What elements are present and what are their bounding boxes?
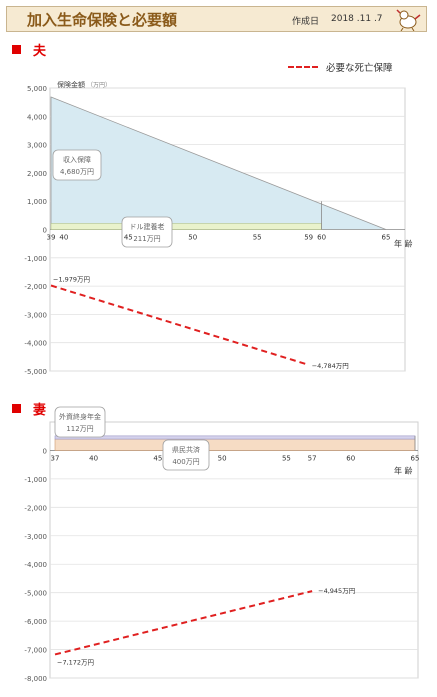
- husband-section-label: 夫: [12, 40, 46, 59]
- y-tick-label: 1,000: [27, 198, 47, 206]
- need-line: [54, 590, 313, 656]
- x-tick-label: 60: [346, 454, 355, 462]
- need-end-label: −4,784万円: [312, 362, 349, 370]
- income-protection-callout-text: 収入保障: [63, 155, 91, 164]
- x-tick-label: 50: [188, 234, 197, 242]
- y-tick-label: -2,000: [24, 504, 47, 512]
- y-axis-title: 保険金額: [57, 80, 85, 89]
- y-axis-unit: （万円）: [87, 82, 111, 89]
- wife-section-label: 妻: [12, 399, 46, 418]
- x-tick-label: 40: [59, 234, 68, 242]
- y-tick-label: -4,000: [24, 561, 47, 569]
- y-tick-label: -6,000: [24, 618, 47, 626]
- x-tick-label: 55: [282, 454, 291, 462]
- x-tick-label: 59: [304, 234, 313, 242]
- x-tick-label: 60: [317, 234, 326, 242]
- x-tick-label: 55: [253, 234, 262, 242]
- date-value: 2018 .11 .7: [331, 14, 383, 24]
- y-tick-label: 2,000: [27, 170, 47, 178]
- x-tick-label: 45: [124, 234, 133, 242]
- income-protection-callout-text: 4,680万円: [60, 168, 94, 176]
- foreign-annuity-callout-box: [54, 406, 106, 438]
- y-tick-label: -5,000: [24, 368, 47, 376]
- y-tick-label: -5,000: [24, 590, 47, 598]
- mutual-aid-callout-text: 400万円: [172, 458, 199, 466]
- income-protection-callout-box: [52, 149, 102, 181]
- y-tick-label: 3,000: [27, 142, 47, 150]
- legend-label: 必要な死亡保障: [326, 63, 393, 74]
- x-tick-label: 65: [411, 454, 420, 462]
- foreign-annuity-callout-text: 外資終身年金: [59, 412, 101, 421]
- y-tick-label: -7,000: [24, 647, 47, 655]
- plot-frame: [49, 421, 419, 679]
- legend: 必要な死亡保障: [288, 60, 393, 74]
- prefectural-mutual-aid-band: [54, 438, 416, 451]
- x-tick-label: 40: [89, 454, 98, 462]
- need-end-label: −4,945万円: [318, 587, 355, 595]
- y-tick-label: 0: [43, 447, 47, 455]
- foreign-annuity-callout-text: 112万円: [66, 425, 93, 433]
- need-start-label: −1,979万円: [53, 276, 90, 284]
- section-marker-icon: [12, 404, 21, 413]
- mutual-aid-callout-text: 県民共済: [172, 445, 200, 454]
- dollar-endowment-callout-text: ドル建養老: [130, 222, 165, 231]
- y-tick-label: -1,000: [24, 255, 47, 263]
- need-start-label: −7,172万円: [57, 658, 94, 666]
- y-tick-label: -8,000: [24, 675, 47, 683]
- x-axis-title: 年 齢: [394, 239, 413, 249]
- x-tick-label: 57: [308, 454, 317, 462]
- y-tick-label: 4,000: [27, 113, 47, 121]
- foreign-whole-life-annuity-band: [54, 435, 416, 440]
- section-marker-icon: [12, 45, 21, 54]
- y-tick-label: -2,000: [24, 283, 47, 291]
- y-tick-label: 5,000: [27, 85, 47, 93]
- need-line: [50, 284, 309, 366]
- y-tick-label: -4,000: [24, 340, 47, 348]
- legend-line-icon: [288, 66, 318, 68]
- x-tick-label: 37: [51, 454, 60, 462]
- dollar-endowment-callout-text: 211万円: [133, 235, 160, 243]
- x-tick-label: 50: [218, 454, 227, 462]
- y-tick-label: -1,000: [24, 476, 47, 484]
- y-tick-label: 0: [43, 227, 47, 235]
- x-tick-label: 65: [382, 234, 391, 242]
- mutual-aid-callout-box: [162, 439, 210, 471]
- dollar-endowment-callout-box: [121, 216, 173, 248]
- x-tick-label: 45: [153, 454, 162, 462]
- report-header: 加入生命保険と必要額 作成日 2018 .11 .7: [6, 6, 427, 32]
- x-axis-title: 年 齢: [394, 465, 413, 475]
- y-tick-label: -3,000: [24, 533, 47, 541]
- mascot-icon: [396, 9, 421, 31]
- y-tick-label: -3,000: [24, 311, 47, 319]
- report-title: 加入生命保険と必要額: [27, 11, 178, 29]
- date-label: 作成日: [292, 17, 320, 27]
- x-tick-label: 39: [47, 234, 56, 242]
